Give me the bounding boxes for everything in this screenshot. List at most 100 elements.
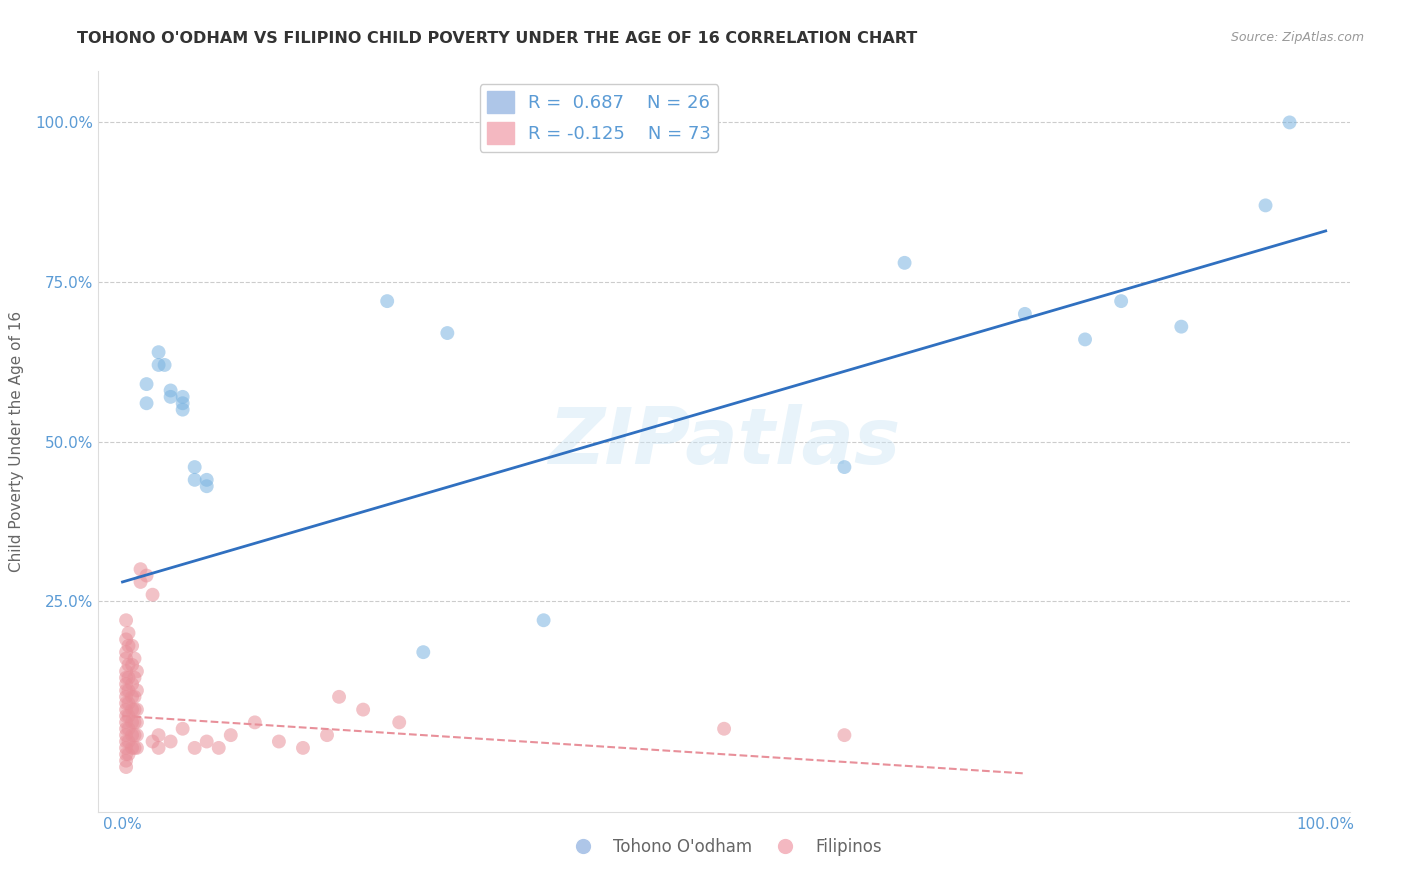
Point xyxy=(1278,115,1301,129)
Point xyxy=(117,639,139,653)
Point xyxy=(148,345,170,359)
Point xyxy=(159,390,181,404)
Point xyxy=(142,588,165,602)
Point xyxy=(291,740,314,755)
Point xyxy=(328,690,350,704)
Point xyxy=(124,671,146,685)
Point xyxy=(115,632,138,647)
Point xyxy=(124,715,146,730)
Point xyxy=(115,760,138,774)
Point xyxy=(115,754,138,768)
Point xyxy=(159,384,181,398)
Point xyxy=(412,645,434,659)
Point xyxy=(125,665,148,679)
Point xyxy=(124,703,146,717)
Point xyxy=(115,715,138,730)
Text: ZIPatlas: ZIPatlas xyxy=(548,403,900,480)
Point xyxy=(125,683,148,698)
Point xyxy=(148,728,170,742)
Point xyxy=(352,703,374,717)
Point xyxy=(125,728,148,742)
Point xyxy=(121,657,143,672)
Point xyxy=(1254,198,1277,212)
Point xyxy=(834,460,856,475)
Y-axis label: Child Poverty Under the Age of 16: Child Poverty Under the Age of 16 xyxy=(10,311,24,572)
Point xyxy=(172,390,194,404)
Point xyxy=(388,715,411,730)
Point xyxy=(115,651,138,665)
Point xyxy=(172,722,194,736)
Point xyxy=(115,671,138,685)
Point xyxy=(117,683,139,698)
Point xyxy=(124,728,146,742)
Point xyxy=(115,728,138,742)
Point xyxy=(713,722,735,736)
Point xyxy=(115,703,138,717)
Point xyxy=(117,709,139,723)
Point xyxy=(124,690,146,704)
Point xyxy=(159,734,181,748)
Point xyxy=(121,677,143,691)
Point xyxy=(208,740,231,755)
Point xyxy=(115,613,138,627)
Point xyxy=(115,690,138,704)
Point xyxy=(1014,307,1036,321)
Legend: Tohono O'odham, Filipinos: Tohono O'odham, Filipinos xyxy=(560,831,889,863)
Point xyxy=(117,696,139,710)
Point xyxy=(115,740,138,755)
Point xyxy=(121,728,143,742)
Point xyxy=(893,256,915,270)
Point xyxy=(115,645,138,659)
Point xyxy=(115,683,138,698)
Point xyxy=(183,473,205,487)
Point xyxy=(135,568,157,582)
Point xyxy=(115,696,138,710)
Point xyxy=(117,657,139,672)
Point xyxy=(533,613,555,627)
Point xyxy=(129,562,152,576)
Point xyxy=(195,479,218,493)
Point xyxy=(172,396,194,410)
Point xyxy=(148,358,170,372)
Point xyxy=(121,639,143,653)
Text: TOHONO O'ODHAM VS FILIPINO CHILD POVERTY UNDER THE AGE OF 16 CORRELATION CHART: TOHONO O'ODHAM VS FILIPINO CHILD POVERTY… xyxy=(77,31,918,46)
Point xyxy=(125,740,148,755)
Point xyxy=(125,715,148,730)
Point xyxy=(117,626,139,640)
Point xyxy=(142,734,165,748)
Point xyxy=(195,473,218,487)
Point xyxy=(121,715,143,730)
Point xyxy=(316,728,339,742)
Point xyxy=(121,703,143,717)
Point xyxy=(115,709,138,723)
Point xyxy=(183,460,205,475)
Point xyxy=(153,358,176,372)
Point xyxy=(124,740,146,755)
Point xyxy=(1074,333,1097,347)
Point xyxy=(121,740,143,755)
Point xyxy=(267,734,290,748)
Point xyxy=(195,734,218,748)
Point xyxy=(115,665,138,679)
Point xyxy=(135,396,157,410)
Point xyxy=(436,326,458,340)
Point xyxy=(183,740,205,755)
Point xyxy=(834,728,856,742)
Point xyxy=(115,677,138,691)
Point xyxy=(219,728,242,742)
Point xyxy=(117,747,139,762)
Point xyxy=(125,703,148,717)
Point xyxy=(135,377,157,392)
Text: Source: ZipAtlas.com: Source: ZipAtlas.com xyxy=(1230,31,1364,45)
Point xyxy=(148,740,170,755)
Point xyxy=(117,734,139,748)
Point xyxy=(117,671,139,685)
Point xyxy=(243,715,266,730)
Point xyxy=(115,747,138,762)
Point xyxy=(172,402,194,417)
Point xyxy=(1109,294,1132,309)
Point xyxy=(375,294,398,309)
Point xyxy=(115,722,138,736)
Point xyxy=(115,734,138,748)
Point xyxy=(121,690,143,704)
